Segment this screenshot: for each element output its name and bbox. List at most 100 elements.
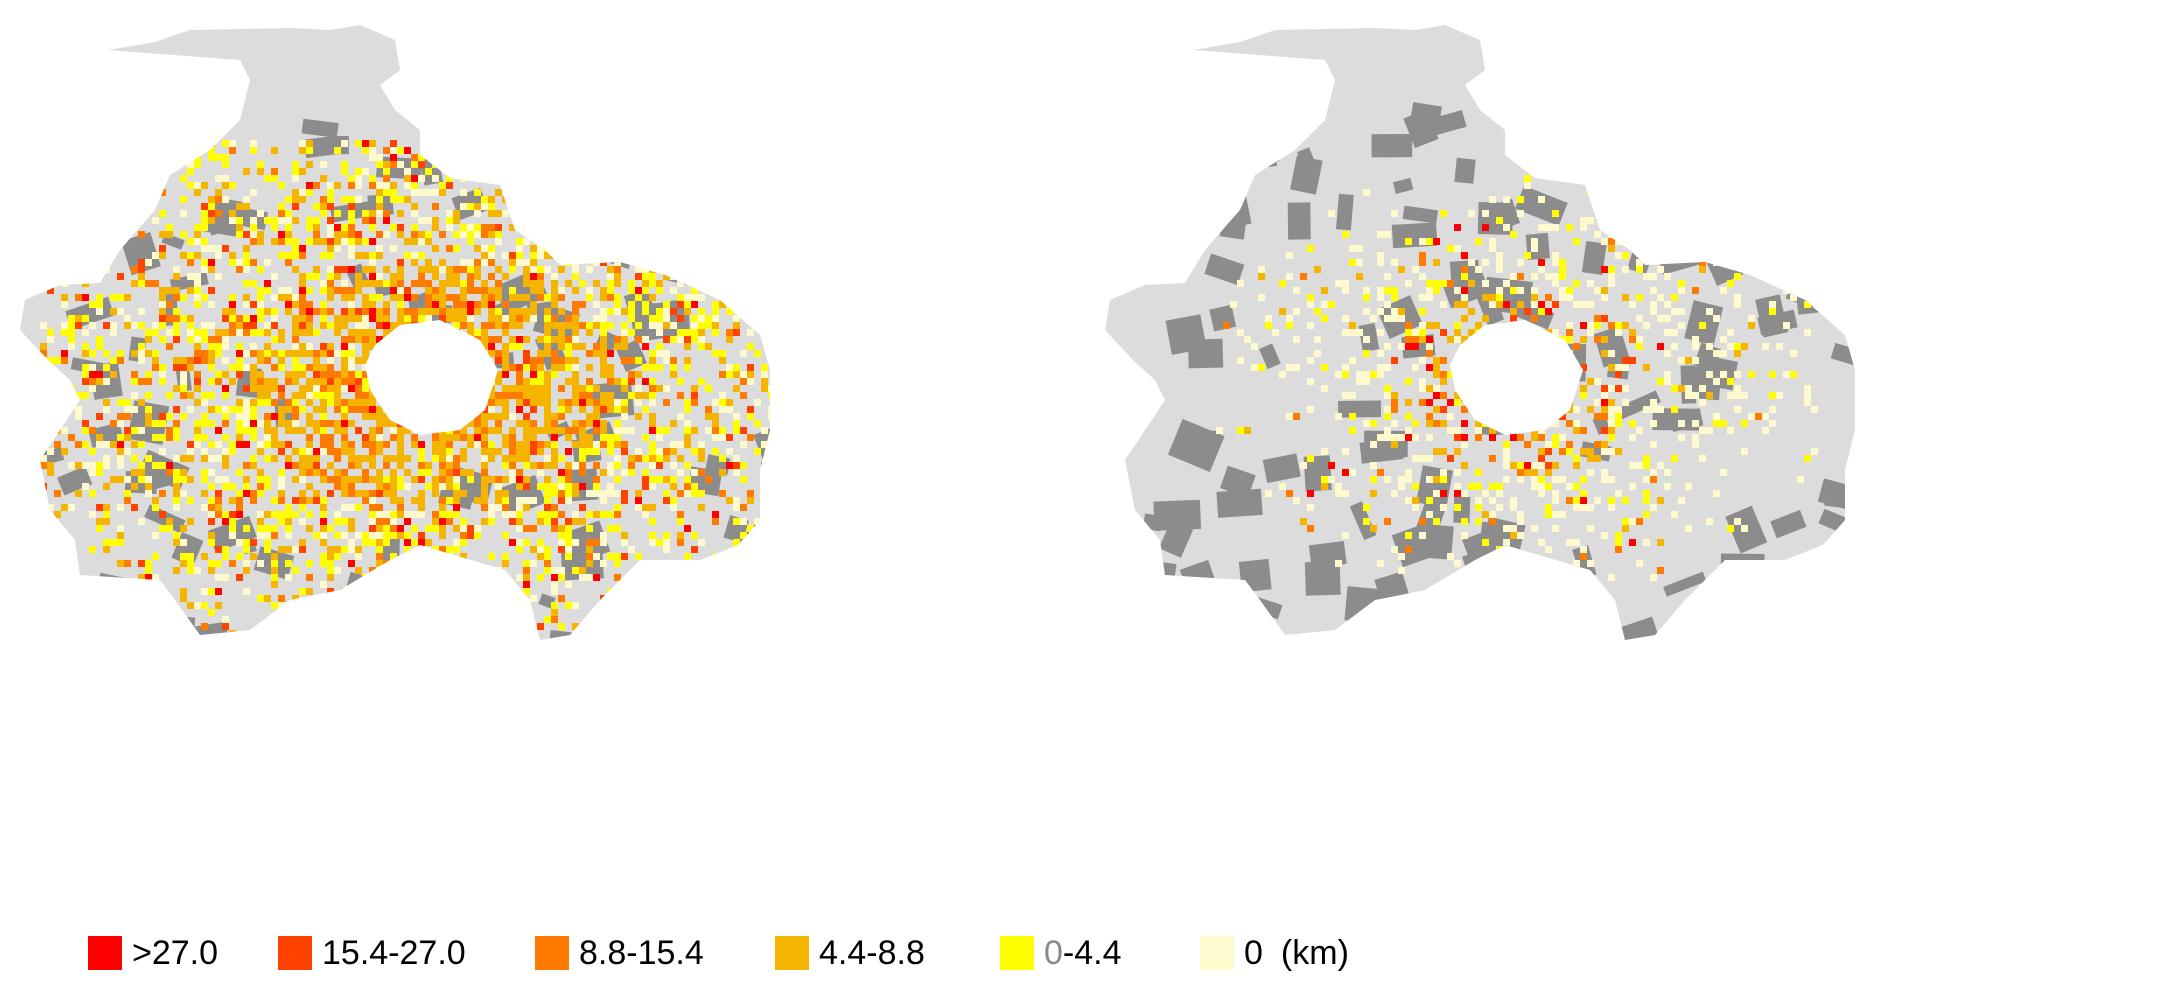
built-up-area: [1560, 638, 1592, 640]
distance-cell: [1503, 441, 1510, 448]
distance-cell: [1258, 364, 1265, 371]
distance-cell: [1748, 322, 1755, 329]
distance-cell: [131, 616, 138, 623]
distance-cell: [600, 196, 607, 203]
distance-cell: [572, 518, 579, 525]
distance-cell: [376, 189, 383, 196]
distance-cell: [691, 301, 698, 308]
distance-cell: [1573, 420, 1580, 427]
distance-cell: [187, 287, 194, 294]
distance-cell: [89, 350, 96, 357]
distance-cell: [1545, 469, 1552, 476]
distance-cell: [327, 252, 334, 259]
distance-cell: [1657, 378, 1664, 385]
distance-cell: [369, 455, 376, 462]
distance-cell: [544, 490, 551, 497]
distance-cell: [1559, 294, 1566, 301]
distance-cell: [68, 273, 75, 280]
distance-cell: [614, 294, 621, 301]
distance-cell: [355, 371, 362, 378]
distance-cell: [222, 546, 229, 553]
distance-cell: [1762, 413, 1769, 420]
distance-cell: [278, 210, 285, 217]
distance-cell: [1657, 238, 1664, 245]
distance-cell: [516, 315, 523, 322]
distance-cell: [1601, 336, 1608, 343]
distance-cell: [1601, 441, 1608, 448]
distance-cell: [726, 231, 733, 238]
distance-cell: [565, 343, 572, 350]
distance-cell: [355, 273, 362, 280]
distance-cell: [1496, 504, 1503, 511]
distance-cell: [1454, 504, 1461, 511]
distance-cell: [1510, 462, 1517, 469]
distance-cell: [292, 462, 299, 469]
distance-cell: [565, 378, 572, 385]
distance-cell: [474, 308, 481, 315]
distance-cell: [285, 518, 292, 525]
distance-cell: [509, 476, 516, 483]
distance-cell: [1440, 504, 1447, 511]
distance-cell: [243, 329, 250, 336]
distance-cell: [362, 343, 369, 350]
distance-cell: [369, 427, 376, 434]
distance-cell: [432, 553, 439, 560]
distance-cell: [432, 147, 439, 154]
distance-cell: [1391, 420, 1398, 427]
distance-cell: [103, 238, 110, 245]
distance-cell: [663, 315, 670, 322]
distance-cell: [369, 301, 376, 308]
distance-cell: [243, 266, 250, 273]
distance-cell: [1454, 245, 1461, 252]
distance-cell: [320, 560, 327, 567]
distance-cell: [1643, 476, 1650, 483]
distance-cell: [481, 196, 488, 203]
distance-cell: [1468, 210, 1475, 217]
distance-cell: [411, 280, 418, 287]
distance-cell: [502, 182, 509, 189]
distance-cell: [278, 413, 285, 420]
built-up-area: [56, 466, 93, 496]
distance-cell: [257, 469, 264, 476]
distance-cell: [1636, 427, 1643, 434]
distance-cell: [250, 497, 257, 504]
distance-cell: [642, 266, 649, 273]
distance-cell: [1622, 525, 1629, 532]
distance-cell: [145, 455, 152, 462]
distance-cell: [1342, 490, 1349, 497]
distance-cell: [1727, 280, 1734, 287]
distance-cell: [138, 350, 145, 357]
distance-cell: [572, 266, 579, 273]
distance-cell: [1580, 301, 1587, 308]
distance-cell: [82, 378, 89, 385]
distance-cell: [376, 280, 383, 287]
distance-cell: [502, 553, 509, 560]
distance-cell: [243, 476, 250, 483]
distance-cell: [1664, 301, 1671, 308]
distance-cell: [712, 308, 719, 315]
distance-cell: [467, 231, 474, 238]
distance-cell: [411, 203, 418, 210]
distance-cell: [159, 231, 166, 238]
distance-cell: [355, 406, 362, 413]
distance-cell: [159, 301, 166, 308]
distance-cell: [1552, 476, 1559, 483]
distance-cell: [180, 252, 187, 259]
distance-cell: [488, 252, 495, 259]
distance-cell: [131, 266, 138, 273]
distance-cell: [628, 301, 635, 308]
distance-cell: [691, 469, 698, 476]
distance-cell: [502, 497, 509, 504]
distance-cell: [614, 490, 621, 497]
distance-cell: [621, 336, 628, 343]
distance-cell: [1587, 280, 1594, 287]
distance-cell: [208, 392, 215, 399]
distance-cell: [460, 315, 467, 322]
distance-cell: [495, 161, 502, 168]
distance-cell: [1461, 518, 1468, 525]
distance-cell: [278, 203, 285, 210]
distance-cell: [1426, 238, 1433, 245]
distance-cell: [565, 539, 572, 546]
distance-cell: [656, 329, 663, 336]
distance-cell: [663, 245, 670, 252]
